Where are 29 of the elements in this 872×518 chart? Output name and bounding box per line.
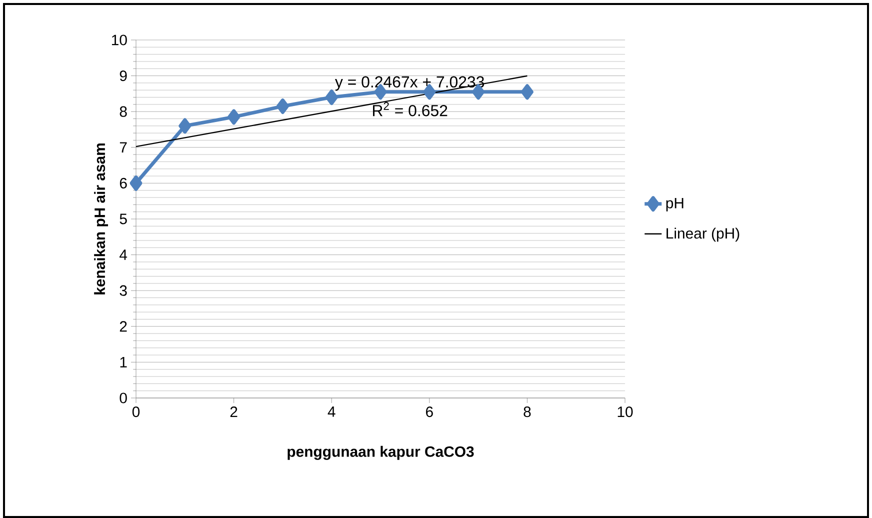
point: [520, 84, 534, 100]
annotation: R$^{2}$ = 0.652: [373, 102, 448, 116]
x-tick-label: 4: [328, 406, 336, 417]
point: [178, 118, 192, 134]
x-axis-title: penggunaan kapur CaCO3: [288, 446, 474, 460]
y-tick-label: 9: [120, 70, 127, 82]
legend-label: pH: [666, 198, 684, 212]
x-tick-label: 8: [524, 406, 531, 418]
x-tick-label: 2: [230, 406, 238, 417]
y-tick-label: 1: [120, 357, 127, 368]
y-tick-label: 7: [120, 142, 127, 153]
point: [228, 109, 240, 125]
y-tick-label: 5: [120, 214, 127, 224]
y-tick-label: 6: [120, 178, 127, 188]
y-tick-label: 0: [120, 392, 127, 404]
y-axis-title: kenaikan pH air asam: [94, 144, 108, 294]
y-tick-label: 4: [120, 250, 128, 260]
x-tick-label: 6: [426, 406, 433, 418]
point: [325, 90, 338, 106]
y-tick-label: 2: [120, 321, 127, 332]
point: [423, 84, 436, 100]
point: [130, 175, 142, 191]
x-tick-label: 0: [132, 406, 140, 418]
point: [276, 98, 289, 114]
legend-label: Linear (pH): [666, 228, 740, 242]
x-tick-label: 10: [618, 406, 633, 418]
y-tick-label: 8: [120, 106, 127, 117]
y-tick-label: 10: [112, 34, 127, 46]
y-tick-label: 3: [120, 285, 127, 296]
